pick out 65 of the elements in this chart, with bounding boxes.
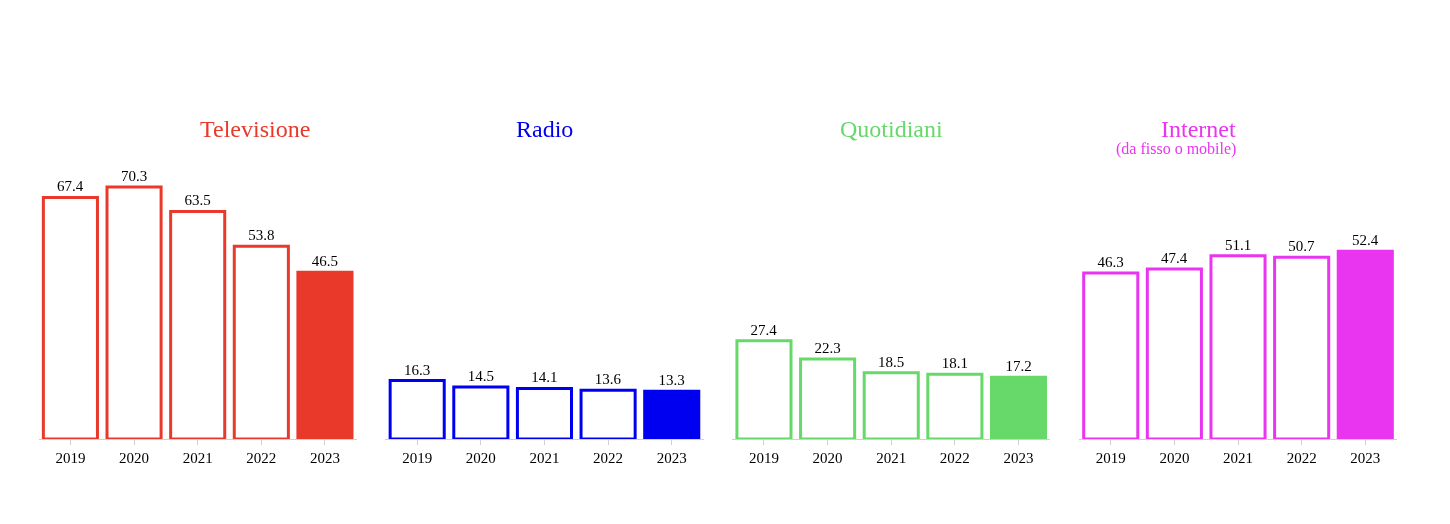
- x-tick-label: 2021: [876, 450, 907, 466]
- x-tick-label: 2021: [529, 450, 560, 466]
- data-label: 67.4: [57, 178, 84, 195]
- bar: [643, 389, 701, 439]
- data-label: 53.8: [248, 227, 275, 244]
- data-label: 14.5: [467, 368, 494, 385]
- bar: [926, 372, 984, 439]
- data-label: 47.4: [1161, 250, 1188, 267]
- x-tick-label: 2020: [1159, 450, 1190, 466]
- x-tick-label: 2023: [1350, 450, 1381, 466]
- data-label: 17.2: [1005, 358, 1032, 375]
- data-label: 52.4: [1351, 232, 1379, 249]
- bar: [452, 385, 510, 439]
- x-tick-label: 2020: [465, 450, 496, 466]
- x-tick-label: 2023: [1003, 450, 1034, 466]
- x-tick-label: 2020: [812, 450, 843, 466]
- chart-subtitle: (da fisso o mobile): [1116, 140, 1237, 158]
- x-tick-label: 2020: [119, 450, 150, 466]
- x-tick-label: 2019: [55, 450, 86, 466]
- data-label: 46.3: [1097, 254, 1124, 271]
- x-tick-label: 2019: [1095, 450, 1126, 466]
- x-tick-label: 2023: [309, 450, 340, 466]
- chart-title: Televisione: [200, 116, 311, 142]
- bar: [1273, 255, 1331, 439]
- bar: [989, 375, 1048, 439]
- x-tick-label: 2022: [939, 450, 970, 466]
- bar: [1209, 254, 1267, 439]
- data-label: 70.3: [120, 168, 148, 185]
- data-label: 13.6: [594, 371, 622, 388]
- bar: [1336, 249, 1394, 439]
- bar: [388, 379, 446, 439]
- data-label: 14.1: [531, 369, 558, 386]
- bar: [296, 270, 354, 439]
- bar: [232, 244, 290, 439]
- x-tick-label: 2022: [593, 450, 624, 466]
- x-tick-label: 2022: [1286, 450, 1317, 466]
- x-tick-label: 2019: [402, 450, 433, 466]
- x-tick-label: 2022: [246, 450, 277, 466]
- data-label: 51.1: [1224, 236, 1252, 253]
- data-label: 46.5: [311, 253, 339, 270]
- bar: [1145, 267, 1203, 439]
- bar: [799, 357, 857, 439]
- data-label: 63.5: [184, 192, 211, 209]
- bar: [105, 185, 163, 439]
- data-label: 18.1: [941, 355, 968, 372]
- bar: [515, 386, 574, 439]
- chart-title: Radio: [516, 116, 574, 142]
- data-label: 50.7: [1288, 238, 1316, 255]
- chart-title: Quotidiani: [840, 116, 943, 142]
- bar: [735, 339, 793, 439]
- bar: [1082, 271, 1140, 439]
- bar: [169, 209, 227, 439]
- x-tick-label: 2021: [1223, 450, 1254, 466]
- bar: [862, 371, 920, 439]
- data-label: 27.4: [750, 321, 778, 338]
- data-label: 22.3: [814, 340, 841, 357]
- data-label: 16.3: [404, 361, 431, 378]
- x-tick-label: 2019: [748, 450, 779, 466]
- chart-title: Internet: [1161, 116, 1236, 142]
- data-label: 18.5: [878, 353, 905, 370]
- data-label: 13.3: [658, 372, 685, 389]
- bar: [579, 388, 637, 439]
- bar: [41, 195, 99, 439]
- x-tick-label: 2023: [656, 450, 687, 466]
- x-tick-label: 2021: [182, 450, 213, 466]
